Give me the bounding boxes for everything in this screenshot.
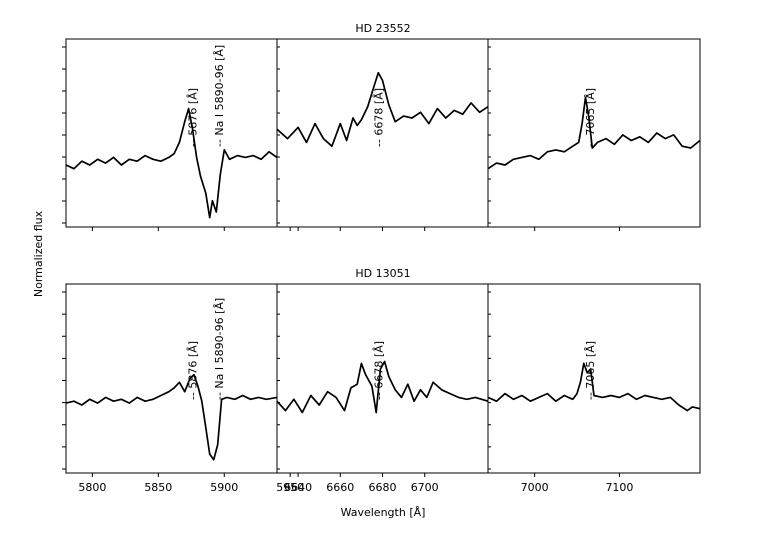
line-annotation: -- 5876 [Å]: [187, 341, 200, 400]
x-tick-label: 6640: [284, 481, 312, 494]
line-annotation: -- 6678 [Å]: [372, 88, 385, 147]
y-axis-label: Normalized flux: [32, 210, 45, 297]
x-tick-label: 5900: [210, 481, 238, 494]
x-tick-label: 7100: [605, 481, 633, 494]
x-tick-label: 6660: [326, 481, 354, 494]
x-tick-label: 6700: [411, 481, 439, 494]
x-tick-label: 7000: [521, 481, 549, 494]
x-tick-label: 5950: [276, 481, 304, 494]
line-annotation: -- Na I 5890-96 [Å]: [213, 45, 226, 147]
spectrum-line-r1-p1: [276, 360, 489, 414]
spectrum-line-r1-p0: [65, 373, 278, 461]
spectrum-line-r0-p2: [487, 96, 701, 170]
line-annotation: -- Na I 5890-96 [Å]: [213, 298, 226, 400]
row-title-top: HD 23552: [355, 22, 410, 35]
x-tick-label: 5850: [144, 481, 172, 494]
x-tick-label: 5800: [78, 481, 106, 494]
panel-frame-r1-p2: [487, 283, 701, 474]
spectrum-line-r0-p1: [276, 71, 489, 148]
panel-frame-r0-p2: [487, 38, 701, 228]
x-axis-label: Wavelength [Å]: [341, 506, 426, 519]
line-annotation: -- 6678 [Å]: [372, 341, 385, 400]
line-annotation: -- 7065 [Å]: [584, 88, 597, 147]
line-annotation: -- 7065 [Å]: [584, 341, 597, 400]
spectrum-line-r0-p0: [65, 107, 278, 219]
panel-frame-r0-p0: [65, 38, 278, 228]
panel-row-hd23552: HD 23552 -- 5876 [Å] -- Na I 5890-96 [Å] -…: [62, 22, 701, 231]
line-annotation: -- 5876 [Å]: [187, 88, 200, 147]
spectrum-line-r1-p2: [487, 362, 701, 412]
x-tick-label: 6680: [369, 481, 397, 494]
row-title-bottom: HD 13051: [355, 267, 410, 280]
panel-frame-r1-p0: [65, 283, 278, 474]
